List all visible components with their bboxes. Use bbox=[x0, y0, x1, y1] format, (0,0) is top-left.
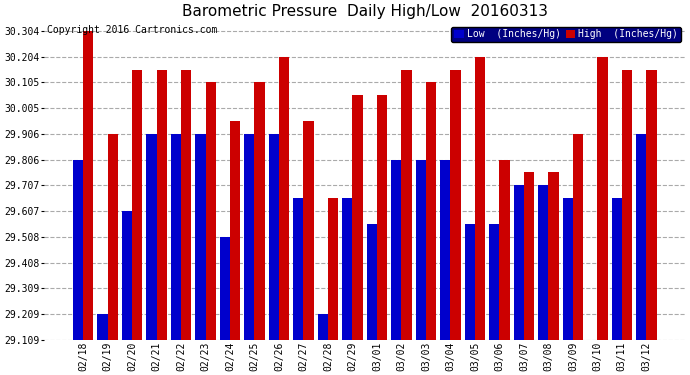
Bar bbox=[353, 95, 363, 340]
Bar bbox=[451, 70, 461, 340]
Bar bbox=[83, 31, 93, 340]
Bar bbox=[132, 70, 142, 340]
Legend: Low  (Inches/Hg), High  (Inches/Hg): Low (Inches/Hg), High (Inches/Hg) bbox=[451, 27, 681, 42]
Bar bbox=[255, 82, 265, 340]
Bar bbox=[598, 57, 608, 340]
Bar bbox=[72, 160, 83, 340]
Bar bbox=[415, 160, 426, 340]
Bar bbox=[304, 121, 314, 340]
Bar bbox=[317, 314, 328, 340]
Bar bbox=[611, 198, 622, 340]
Bar bbox=[647, 70, 657, 340]
Bar bbox=[464, 224, 475, 340]
Bar bbox=[97, 314, 108, 340]
Bar bbox=[402, 70, 412, 340]
Bar bbox=[489, 224, 500, 340]
Bar bbox=[121, 211, 132, 340]
Bar bbox=[538, 185, 549, 340]
Bar bbox=[622, 70, 632, 340]
Bar bbox=[328, 198, 338, 340]
Bar bbox=[500, 160, 510, 340]
Bar bbox=[391, 160, 402, 340]
Bar bbox=[366, 224, 377, 340]
Bar bbox=[377, 95, 387, 340]
Bar bbox=[268, 134, 279, 340]
Bar bbox=[562, 198, 573, 340]
Bar bbox=[475, 57, 485, 340]
Text: Copyright 2016 Cartronics.com: Copyright 2016 Cartronics.com bbox=[47, 25, 217, 35]
Bar bbox=[195, 134, 206, 340]
Bar bbox=[573, 134, 583, 340]
Bar bbox=[293, 198, 304, 340]
Bar bbox=[513, 185, 524, 340]
Bar bbox=[146, 134, 157, 340]
Bar bbox=[524, 172, 534, 340]
Bar bbox=[157, 70, 167, 340]
Bar bbox=[181, 70, 191, 340]
Title: Barometric Pressure  Daily High/Low  20160313: Barometric Pressure Daily High/Low 20160… bbox=[181, 4, 548, 19]
Bar bbox=[549, 172, 559, 340]
Bar bbox=[230, 121, 240, 340]
Bar bbox=[170, 134, 181, 340]
Bar bbox=[440, 160, 451, 340]
Bar bbox=[426, 82, 436, 340]
Bar bbox=[279, 57, 289, 340]
Bar bbox=[206, 82, 216, 340]
Bar bbox=[219, 237, 230, 340]
Bar bbox=[342, 198, 353, 340]
Bar bbox=[636, 134, 647, 340]
Bar bbox=[108, 134, 118, 340]
Bar bbox=[244, 134, 255, 340]
